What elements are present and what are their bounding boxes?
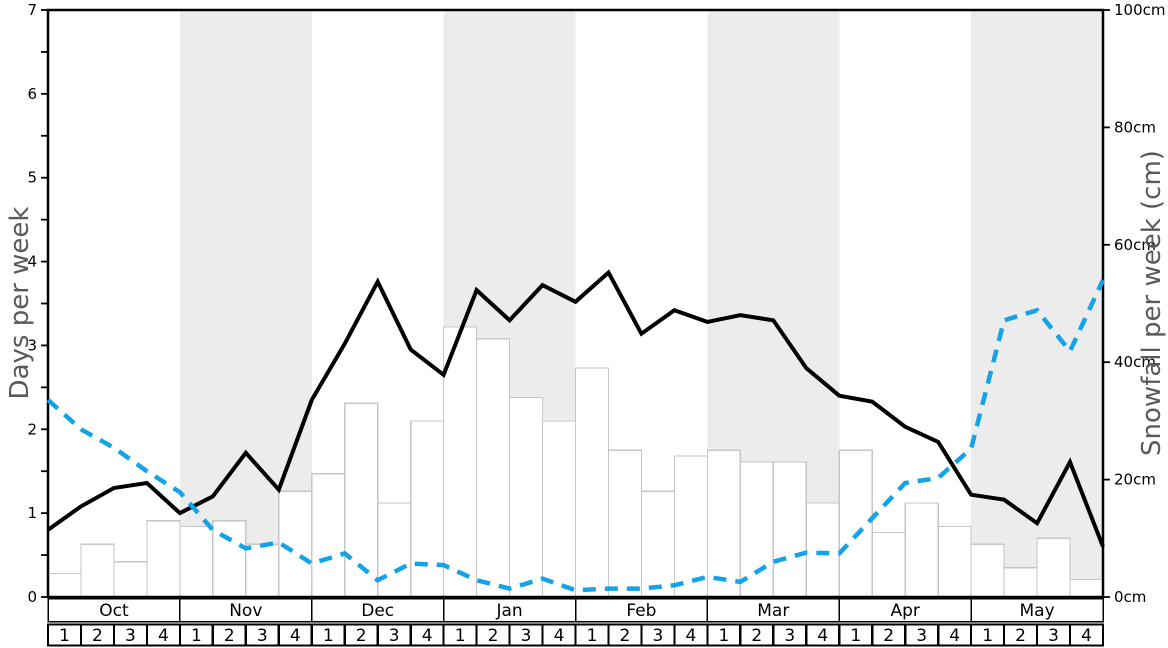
month-label: Apr [890, 601, 919, 621]
week-label: 4 [158, 626, 169, 646]
left-axis-title: Days per week [5, 207, 35, 400]
week-label: 3 [653, 626, 664, 646]
week-label: 4 [422, 626, 433, 646]
snowfall-bar [838, 449, 873, 598]
snowfall-bar [706, 449, 741, 598]
month-week-table: Oct Nov Dec Jan Feb Mar Apr May 1 2 3 4 1 2 3 4 1 2 3 4 1 2 3 4… [46, 597, 1105, 647]
snowfall-bar [1003, 567, 1038, 598]
week-label: 1 [850, 626, 861, 646]
dashed-blue-line [46, 279, 1106, 593]
snowfall-bar [871, 531, 906, 598]
snowfall-bar [574, 367, 610, 598]
week-label: 2 [224, 626, 235, 646]
week-label: 4 [554, 626, 565, 646]
week-label: 3 [257, 626, 268, 646]
week-label: 3 [784, 626, 795, 646]
week-label: 1 [455, 626, 466, 646]
snowfall-bar [607, 449, 643, 598]
data-lines [46, 269, 1106, 593]
snowfall-bar [541, 420, 577, 598]
week-label: 1 [587, 626, 598, 646]
snowfall-bars-group [47, 326, 1104, 598]
axis-tick-labels: 0 1 2 3 4 5 6 7 0cm 20cm 40cm 60cm 80cm 100cm [27, 1, 1165, 606]
right-tick-label: 100cm [1114, 1, 1166, 19]
left-tick-label: 1 [27, 504, 37, 522]
snowfall-bar [1069, 578, 1104, 598]
snowfall-bar [937, 525, 972, 598]
snowfall-bar [904, 502, 939, 598]
snowfall-bar [212, 520, 247, 598]
snowfall-bar [1036, 537, 1071, 598]
week-label: 2 [92, 626, 103, 646]
snowfall-bar [739, 461, 774, 598]
week-label: 4 [817, 626, 828, 646]
snowfall-bar [673, 455, 708, 598]
right-tick-label: 80cm [1114, 118, 1156, 136]
month-label: Nov [229, 601, 262, 621]
left-tick-label: 2 [27, 420, 37, 438]
right-tick-label: 40cm [1114, 353, 1156, 371]
axis-ticks [41, 9, 1110, 598]
month-label: Oct [99, 601, 129, 621]
week-label: 3 [916, 626, 927, 646]
snowfall-bar [508, 396, 544, 598]
month-label: Mar [757, 601, 789, 621]
left-tick-label: 0 [27, 588, 37, 606]
week-label: 2 [356, 626, 367, 646]
left-tick-label: 6 [27, 85, 37, 103]
snowfall-bar [47, 572, 82, 598]
week-label: 3 [125, 626, 136, 646]
month-label: Jan [495, 601, 522, 621]
week-label: 2 [488, 626, 499, 646]
right-axis-title: Snowfall per week (cm) [1137, 150, 1167, 456]
week-label: 4 [290, 626, 301, 646]
week-label: 1 [982, 626, 993, 646]
shaded-band-may [971, 10, 1103, 597]
week-label: 2 [751, 626, 762, 646]
snowfall-bar [475, 338, 511, 598]
snowfall-bar [179, 525, 214, 598]
month-label: Dec [361, 601, 394, 621]
snowfall-bar [80, 543, 115, 598]
left-tick-label: 4 [27, 253, 37, 271]
snowfall-bar [377, 502, 412, 598]
solid-black-line [46, 269, 1105, 548]
snowfall-bar [311, 473, 346, 598]
right-tick-label: 60cm [1114, 236, 1156, 254]
snowfall-bar [805, 502, 840, 598]
left-tick-label: 5 [27, 169, 37, 187]
week-label: 2 [620, 626, 631, 646]
month-label: Feb [626, 601, 656, 621]
left-tick-label: 3 [27, 336, 37, 354]
week-cell [1068, 623, 1105, 647]
snowfall-bar [410, 420, 445, 598]
week-label: 3 [521, 626, 532, 646]
snowfall-bar [772, 461, 807, 598]
month-cell-may [970, 597, 1104, 623]
week-label: 1 [718, 626, 729, 646]
left-tick-label: 7 [27, 1, 37, 19]
week-label: 2 [1015, 626, 1026, 646]
snowfall-bar [443, 326, 478, 598]
right-tick-label: 0cm [1114, 588, 1146, 606]
right-tick-label: 20cm [1114, 471, 1156, 489]
week-label: 3 [389, 626, 400, 646]
snowfall-bar [245, 543, 280, 598]
week-label: 1 [59, 626, 70, 646]
week-label: 4 [685, 626, 696, 646]
snowfall-bar [113, 561, 148, 598]
snowfall-bar [970, 543, 1005, 598]
week-label: 3 [1048, 626, 1059, 646]
week-label: 2 [883, 626, 894, 646]
month-label: May [1019, 601, 1054, 621]
snowfall-bar [640, 490, 676, 598]
snowfall-bar [146, 520, 181, 598]
week-label: 4 [1081, 626, 1092, 646]
week-label: 1 [323, 626, 334, 646]
week-label: 1 [191, 626, 202, 646]
week-label: 4 [949, 626, 960, 646]
